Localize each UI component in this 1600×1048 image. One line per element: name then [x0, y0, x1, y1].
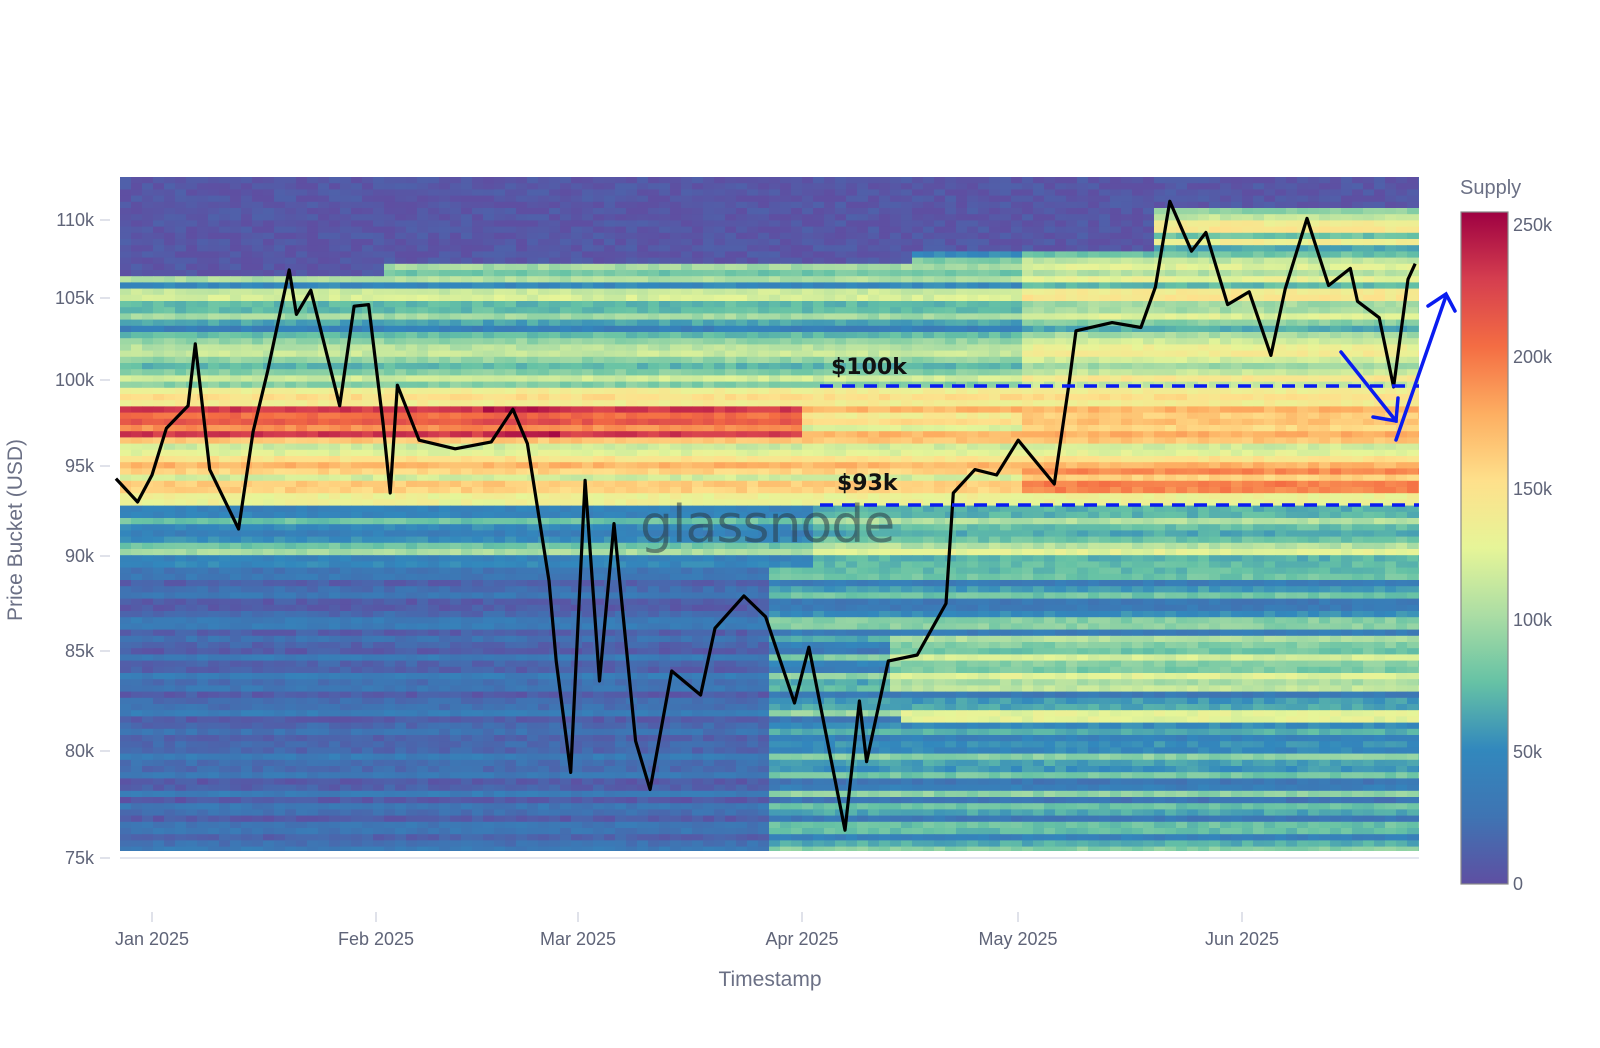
heatmap-area — [120, 177, 1419, 851]
arrow-down-icon — [1339, 350, 1400, 424]
label-100k: $100k — [831, 355, 908, 380]
y-tick-label: 85k — [65, 641, 95, 661]
y-axis: 75k 80k 85k 90k 95k 100k 105k 110k — [55, 210, 110, 868]
y-tick-label: 100k — [55, 370, 95, 390]
label-93k: $93k — [837, 471, 899, 496]
y-tick-label: 75k — [65, 848, 95, 868]
y-tick-label: 90k — [65, 546, 95, 566]
x-tick-label: Feb 2025 — [338, 929, 414, 949]
colorbar-title: Supply — [1460, 177, 1521, 199]
y-tick-label: 95k — [65, 456, 95, 476]
x-tick-label: Mar 2025 — [540, 929, 616, 949]
colorbar-tick-label: 100k — [1513, 610, 1553, 630]
arrow-up-icon — [1394, 291, 1457, 442]
colorbar-tick-label: 150k — [1513, 479, 1553, 499]
x-tick-label: May 2025 — [978, 929, 1057, 949]
y-tick-label: 110k — [56, 210, 95, 230]
colorbar-ticks: 0 50k 100k 150k 200k 250k — [1513, 215, 1553, 894]
x-axis: Jan 2025 Feb 2025 Mar 2025 Apr 2025 May 2025… — [115, 912, 1279, 949]
colorbar-tick-label: 250k — [1513, 215, 1553, 235]
x-tick-label: Jun 2025 — [1205, 929, 1279, 949]
glassnode-watermark: glassnode — [640, 495, 894, 555]
x-tick-label: Jan 2025 — [115, 929, 189, 949]
y-axis-title: Price Bucket (USD) — [4, 439, 27, 621]
x-tick-label: Apr 2025 — [765, 929, 838, 949]
colorbar-tick-label: 0 — [1513, 874, 1523, 894]
y-tick-label: 80k — [65, 741, 95, 761]
y-tick-label: 105k — [55, 288, 95, 308]
btc-price-line — [114, 199, 1417, 832]
x-axis-title: Timestamp — [718, 968, 821, 991]
colorbar-tick-label: 200k — [1513, 347, 1553, 367]
colorbar-tick-label: 50k — [1513, 742, 1543, 762]
colorbar — [1460, 211, 1509, 885]
